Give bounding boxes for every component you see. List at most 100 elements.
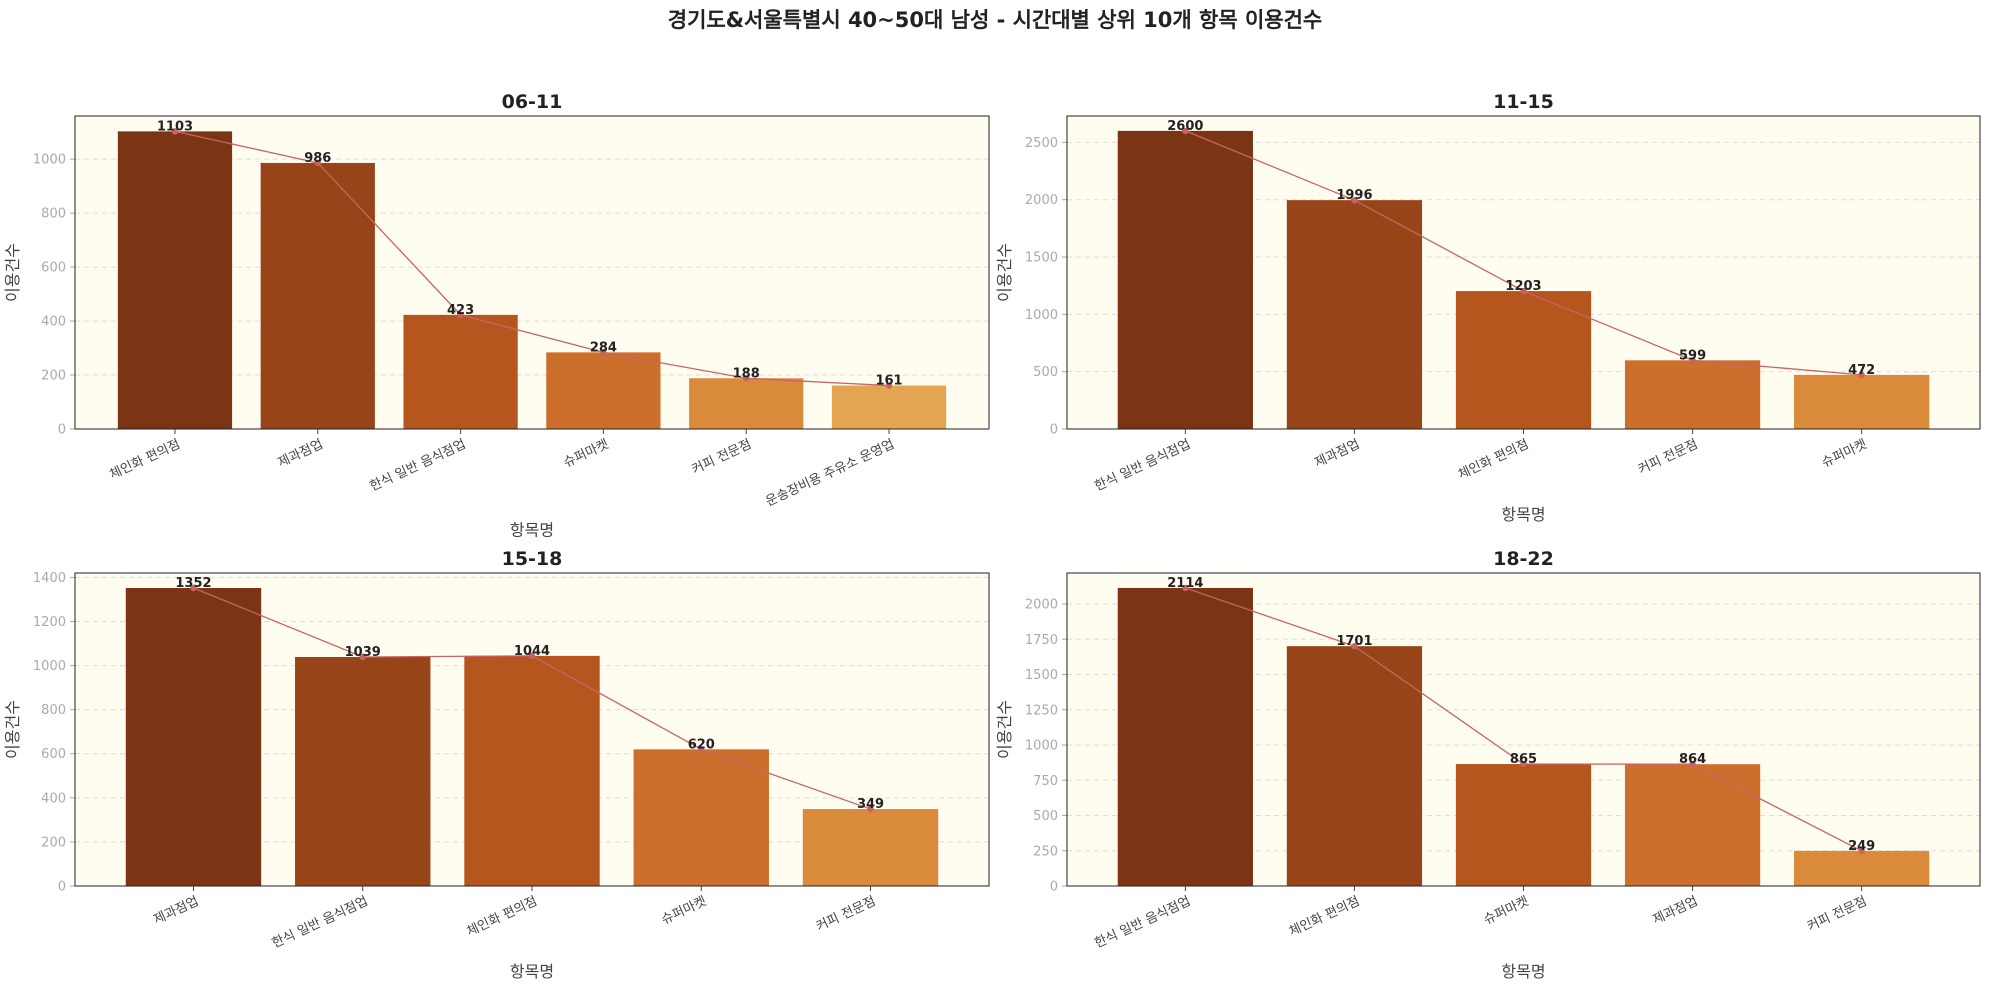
x-tick-label: 체인화 편의점 [465,894,540,940]
y-axis-label: 이용건수 [3,243,22,302]
chart-panel-3: 0 200 400 600 800 1000 1200 1400 1352 1039 1044 620… [3,548,990,981]
data-label: 423 [447,303,474,318]
trend-point [698,746,705,753]
bar [546,352,661,429]
trend-point [1182,584,1189,592]
trend-point [1520,760,1527,768]
x-tick-label: 체인화 편의점 [1456,437,1531,483]
data-label: 349 [857,797,884,812]
y-tick-label: 1000 [33,153,66,168]
bar [295,656,431,886]
trend-point [1182,127,1189,135]
trend-point [1858,371,1865,379]
panel-title: 15-18 [502,548,563,570]
trend-point [1520,287,1527,295]
y-tick-label: 500 [1033,809,1058,824]
figure-title: 경기도&서울특별시 40~50대 남성 - 시간대별 상위 10개 항목 이용건… [667,8,1323,32]
x-tick-label: 슈퍼마켓 [561,437,611,471]
data-label: 2600 [1167,119,1203,134]
y-tick-label: 400 [41,315,66,330]
data-label: 1203 [1505,279,1541,294]
y-tick-label: 2000 [1025,193,1058,208]
y-tick-label: 1000 [33,659,66,674]
x-tick-label: 한식 일반 음식점업 [1092,894,1193,952]
bar [1624,764,1761,886]
x-tick-label: 한식 일반 음식점업 [270,894,371,952]
bar [1117,130,1253,429]
data-label: 161 [875,374,902,389]
x-tick-label: 커피 전문점 [1636,437,1700,478]
trend-point [171,128,179,135]
bar [1794,850,1930,886]
x-tick-label: 운송장비용 주유소 운영업 [764,437,897,510]
x-tick-label: 체인화 편의점 [1287,894,1362,940]
bar [802,809,939,886]
trend-point [1351,642,1358,650]
y-tick-label: 0 [1050,423,1058,438]
trend-point [457,311,464,319]
bar [125,587,262,886]
trend-point [1351,196,1358,204]
y-tick-label: 600 [41,747,66,762]
data-label: 188 [733,366,760,381]
bar [1455,291,1592,429]
trend-point [1689,357,1696,364]
x-tick-label: 한식 일반 음식점업 [368,437,469,495]
x-axis-label: 항목명 [510,962,554,981]
x-axis-label: 항목명 [1501,505,1545,524]
x-tick-label: 커피 전문점 [1805,894,1869,935]
x-tick-label: 슈퍼마켓 [1481,894,1531,928]
y-tick-label: 200 [41,835,66,850]
data-label: 472 [1848,363,1875,378]
bar [1794,374,1930,429]
data-label: 620 [688,737,715,752]
y-axis-label: 이용건수 [3,700,22,759]
y-tick-label: 0 [58,423,66,438]
trend-point [1858,847,1865,855]
y-tick-label: 500 [1033,365,1058,380]
data-label: 865 [1510,752,1537,767]
data-label: 1352 [175,576,211,591]
data-label: 864 [1679,752,1706,767]
x-tick-label: 제과점업 [276,437,326,471]
x-axis-label: 항목명 [1501,962,1545,981]
y-tick-label: 1000 [1025,308,1058,323]
x-axis-label: 항목명 [510,521,554,540]
bar [1117,587,1253,886]
y-axis-label: 이용건수 [995,243,1014,302]
trend-point [528,652,536,660]
y-tick-label: 1250 [1025,703,1058,718]
panel-title: 06-11 [502,91,563,113]
x-tick-label: 제과점업 [151,894,201,928]
trend-point [1689,760,1696,768]
y-tick-label: 2000 [1025,598,1058,613]
bar [633,749,769,886]
trend-point [867,805,874,813]
y-axis-label: 이용건수 [995,700,1014,759]
bar [1455,764,1592,886]
bar [117,131,233,429]
y-tick-label: 1500 [1025,668,1058,683]
data-label: 284 [590,340,617,355]
x-tick-label: 슈퍼마켓 [1820,437,1870,471]
bar [831,385,947,429]
y-tick-label: 200 [41,369,66,384]
data-label: 1103 [157,119,193,134]
y-tick-label: 250 [1033,844,1058,859]
trend-point [359,653,366,661]
data-label: 986 [304,151,331,166]
y-tick-label: 400 [41,791,66,806]
panel-title: 11-15 [1493,91,1554,113]
panel-title: 18-22 [1493,548,1554,570]
data-label: 1701 [1336,634,1372,649]
data-label: 1996 [1336,188,1372,203]
x-tick-label: 슈퍼마켓 [659,894,709,928]
chart-panel-1: 0 200 400 600 800 1000 1103 986 423 284 188 161 체인화 … [3,91,990,540]
y-tick-label: 0 [1050,880,1058,895]
y-tick-label: 1200 [33,615,66,630]
trend-point [190,584,197,592]
x-tick-label: 커피 전문점 [814,894,878,935]
bar [403,314,518,429]
x-tick-label: 체인화 편의점 [108,437,183,483]
